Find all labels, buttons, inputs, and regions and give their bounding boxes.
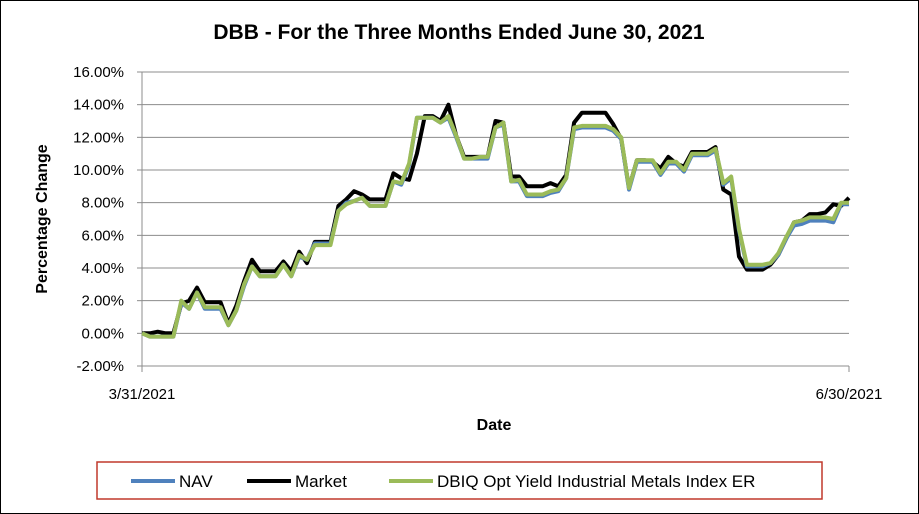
y-axis-label: Percentage Change xyxy=(34,144,51,293)
series-line-market xyxy=(142,102,851,336)
y-tick-label: 10.00% xyxy=(73,162,124,179)
series-lines xyxy=(141,102,851,339)
legend-label-index: DBIQ Opt Yield Industrial Metals Index E… xyxy=(437,472,755,491)
x-tick-label-end: 6/30/2021 xyxy=(816,386,883,403)
y-tick-label: 14.00% xyxy=(73,97,124,114)
y-tick-label: 6.00% xyxy=(81,227,124,244)
legend-label-market: Market xyxy=(295,472,347,491)
axes xyxy=(141,72,850,372)
y-tick-label: 4.00% xyxy=(81,260,124,277)
y-tick-label: 2.00% xyxy=(81,293,124,310)
y-tick-label: 12.00% xyxy=(73,129,124,146)
chart-title: DBB - For the Three Months Ended June 30… xyxy=(213,21,705,44)
gridlines xyxy=(142,71,849,367)
y-tick-label: 0.00% xyxy=(81,325,124,342)
x-axis-label: Date xyxy=(477,417,512,434)
y-tick-label: 16.00% xyxy=(73,64,124,81)
y-tick-label: 8.00% xyxy=(81,195,124,212)
legend-box xyxy=(96,461,823,500)
y-axis-ticks: -2.00% 0.00% 2.00% 4.00% 6.00% 8.00% 10.00% 12.… xyxy=(73,64,142,375)
series-line-nav xyxy=(141,115,849,339)
series-line-index xyxy=(141,114,849,339)
x-tick-label-start: 3/31/2021 xyxy=(109,386,176,403)
y-tick-label: -2.00% xyxy=(76,358,124,375)
legend: NAV Market DBIQ Opt Yield Industrial Met… xyxy=(96,461,823,500)
legend-label-nav: NAV xyxy=(179,472,213,491)
